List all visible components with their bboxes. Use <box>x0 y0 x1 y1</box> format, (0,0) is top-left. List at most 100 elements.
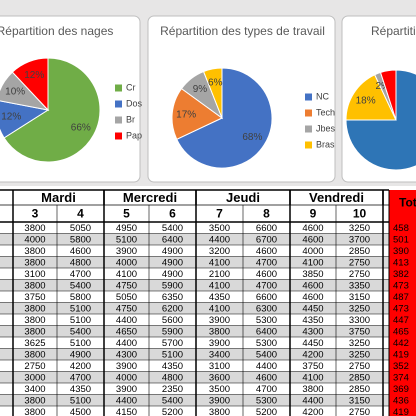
cell: 5050 <box>70 223 91 234</box>
legend-label: Jbes <box>316 123 336 133</box>
column-header: 5 <box>123 207 130 221</box>
cell: 3250 <box>349 338 370 349</box>
cell: 3400 <box>24 384 45 395</box>
slice-label: 10% <box>5 87 25 98</box>
cell: 3900 <box>209 338 230 349</box>
cell: 4600 <box>256 269 277 280</box>
slice-label: 18% <box>356 95 376 106</box>
cell: 3700 <box>349 234 370 245</box>
cell: 4900 <box>70 349 91 360</box>
total-cell: 447 <box>393 315 409 326</box>
cell: 5100 <box>116 234 137 245</box>
cell: 6400 <box>256 326 277 337</box>
legend-swatch <box>305 109 312 117</box>
total-cell: 473 <box>393 303 409 314</box>
slice-label: 17% <box>176 109 196 120</box>
total-cell: 465 <box>393 326 409 337</box>
cell: 3400 <box>209 349 230 360</box>
cell: 3000 <box>24 372 45 383</box>
cell: 6600 <box>256 223 277 234</box>
cell: 3900 <box>209 315 230 326</box>
day-header: Vendredi <box>309 190 364 205</box>
column-header: 9 <box>310 207 317 221</box>
cell: 3900 <box>116 361 137 372</box>
cell: 3800 <box>24 280 45 291</box>
cell: 3900 <box>209 395 230 406</box>
cell: 3250 <box>349 223 370 234</box>
day-header: Mardi <box>41 190 76 205</box>
total-cell: 473 <box>393 280 409 291</box>
total-cell: 436 <box>393 395 409 406</box>
cell: 5200 <box>162 407 183 416</box>
cell: 4400 <box>116 395 137 406</box>
cell: 4350 <box>162 361 183 372</box>
column-header: 10 <box>353 207 367 221</box>
cell: 3800 <box>209 326 230 337</box>
cell: 3500 <box>209 223 230 234</box>
cell: 2850 <box>349 372 370 383</box>
row-shade <box>0 279 389 291</box>
pie-slice <box>171 87 223 140</box>
total-cell: 369 <box>393 384 409 395</box>
cell: 3600 <box>209 372 230 383</box>
cell: 2850 <box>349 246 370 257</box>
cell: 4400 <box>209 234 230 245</box>
cell: 5400 <box>162 223 183 234</box>
day-header: Jeudi <box>226 190 260 205</box>
cell: 5400 <box>70 326 91 337</box>
cell: 3150 <box>349 395 370 406</box>
column-header: 4 <box>77 207 84 221</box>
cell: 5400 <box>256 349 277 360</box>
cell: 4950 <box>116 223 137 234</box>
cell: 4000 <box>116 372 137 383</box>
row-shade <box>0 394 389 406</box>
cell: 4600 <box>70 246 91 257</box>
legend-label: Cr <box>126 82 136 92</box>
chart-title: Répartition des types de travail <box>160 24 325 38</box>
cell: 4000 <box>116 257 137 268</box>
cell: 2350 <box>162 384 183 395</box>
cell: 5900 <box>162 280 183 291</box>
slice-label: 9% <box>193 84 208 95</box>
legend-swatch <box>305 141 312 149</box>
cell: 3750 <box>349 326 370 337</box>
total-cell: 442 <box>393 338 409 349</box>
cell: 4350 <box>302 315 323 326</box>
pie-slice <box>345 74 397 121</box>
total-cell: 352 <box>393 361 409 372</box>
cell: 4600 <box>256 246 277 257</box>
total-header: Total <box>399 196 416 210</box>
cell: 4350 <box>209 292 230 303</box>
cell: 5100 <box>70 338 91 349</box>
cell: 3750 <box>24 292 45 303</box>
cell: 4100 <box>209 303 230 314</box>
cell: 3800 <box>24 407 45 416</box>
cell: 4400 <box>256 361 277 372</box>
pie-slice <box>0 100 50 139</box>
cell: 4650 <box>116 326 137 337</box>
legend-label: Pap <box>126 130 142 140</box>
cell: 3800 <box>24 223 45 234</box>
cell: 3800 <box>24 326 45 337</box>
cell: 5300 <box>256 395 277 406</box>
cell: 5050 <box>116 292 137 303</box>
cell: 5100 <box>162 349 183 360</box>
cell: 3250 <box>349 303 370 314</box>
cell: 3900 <box>116 384 137 395</box>
cell: 2750 <box>24 361 45 372</box>
cell: 4750 <box>116 303 137 314</box>
chart-title: Répartition <box>370 24 416 38</box>
legend-label: Br <box>126 114 135 124</box>
total-cell: 374 <box>393 372 409 383</box>
column-header: 8 <box>263 207 270 221</box>
cell: 2750 <box>349 407 370 416</box>
cell: 2750 <box>349 361 370 372</box>
cell: 4000 <box>24 234 45 245</box>
pie-slice <box>176 67 273 169</box>
row-shade <box>0 256 389 268</box>
cell: 6600 <box>256 292 277 303</box>
cell: 5100 <box>70 315 91 326</box>
cell: 3625 <box>24 338 45 349</box>
cell: 4600 <box>256 372 277 383</box>
cell: 3800 <box>24 349 45 360</box>
